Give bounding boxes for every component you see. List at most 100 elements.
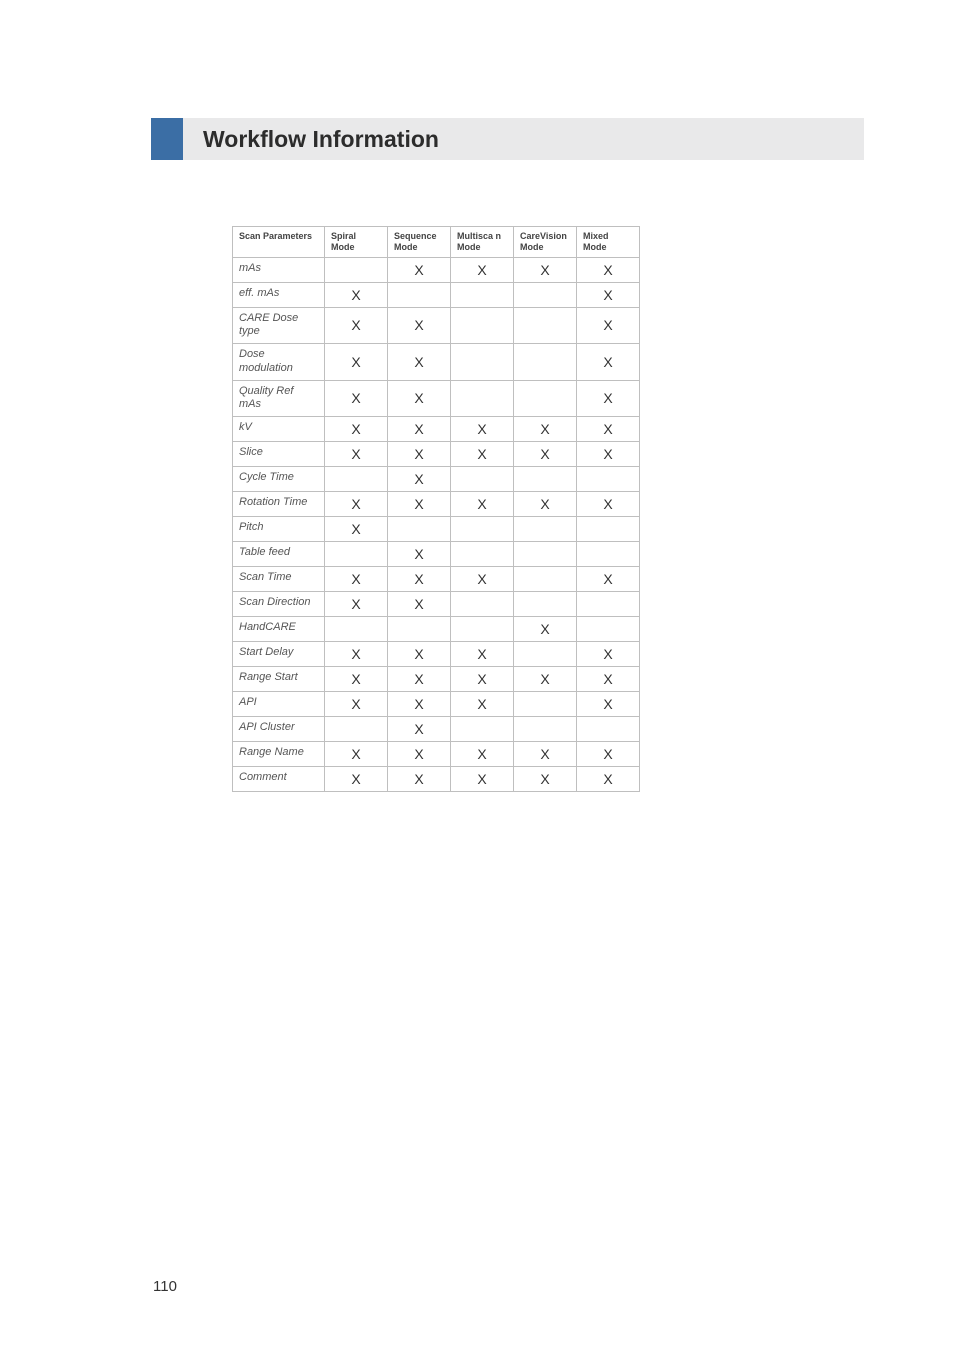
parameter-name: API Cluster xyxy=(233,717,325,742)
mode-cell: X xyxy=(388,692,451,717)
mode-cell xyxy=(325,467,388,492)
col-header-spiral-mode: Spiral Mode xyxy=(325,227,388,258)
table-row: CommentXXXXX xyxy=(233,767,640,792)
mode-cell: X xyxy=(388,542,451,567)
parameter-name: Start Delay xyxy=(233,642,325,667)
mode-cell xyxy=(451,307,514,344)
mode-cell xyxy=(514,517,577,542)
parameter-name: CARE Dose type xyxy=(233,307,325,344)
header-accent xyxy=(151,118,183,160)
parameter-name: kV xyxy=(233,417,325,442)
mode-cell: X xyxy=(451,642,514,667)
mode-cell: X xyxy=(577,742,640,767)
mode-cell xyxy=(325,617,388,642)
mode-cell: X xyxy=(388,592,451,617)
mode-cell: X xyxy=(325,517,388,542)
table-row: APIXXXX xyxy=(233,692,640,717)
table-row: CARE Dose typeXXX xyxy=(233,307,640,344)
parameters-table: Scan Parameters Spiral Mode Sequence Mod… xyxy=(232,226,640,792)
mode-cell: X xyxy=(577,282,640,307)
mode-cell: X xyxy=(388,492,451,517)
parameter-name: Scan Time xyxy=(233,567,325,592)
mode-cell xyxy=(451,517,514,542)
document-page: Workflow Information Scan Parameters Spi… xyxy=(0,0,954,1351)
table-row: API Cluster X xyxy=(233,717,640,742)
col-header-carevision-mode: CareVision Mode xyxy=(514,227,577,258)
mode-cell: X xyxy=(451,417,514,442)
mode-cell: X xyxy=(451,767,514,792)
mode-cell: X xyxy=(577,767,640,792)
mode-cell xyxy=(514,380,577,417)
mode-cell xyxy=(577,467,640,492)
col-header-scan-parameters: Scan Parameters xyxy=(233,227,325,258)
table-row: Scan TimeXXXX xyxy=(233,567,640,592)
parameter-name: eff. mAs xyxy=(233,282,325,307)
mode-cell: X xyxy=(451,492,514,517)
table-header: Scan Parameters Spiral Mode Sequence Mod… xyxy=(233,227,640,258)
mode-cell xyxy=(325,542,388,567)
mode-cell xyxy=(514,542,577,567)
mode-cell: X xyxy=(388,257,451,282)
table-row: Rotation TimeXXXXX xyxy=(233,492,640,517)
parameter-name: mAs xyxy=(233,257,325,282)
mode-cell: X xyxy=(388,717,451,742)
table-row: Range StartXXXXX xyxy=(233,667,640,692)
mode-cell: X xyxy=(451,742,514,767)
mode-cell xyxy=(577,717,640,742)
mode-cell xyxy=(388,617,451,642)
mode-cell: X xyxy=(514,257,577,282)
mode-cell: X xyxy=(577,642,640,667)
table-row: Table feedX xyxy=(233,542,640,567)
mode-cell: X xyxy=(388,742,451,767)
mode-cell: X xyxy=(514,617,577,642)
mode-cell: X xyxy=(388,467,451,492)
parameter-name: Comment xyxy=(233,767,325,792)
parameter-name: Pitch xyxy=(233,517,325,542)
mode-cell: X xyxy=(325,692,388,717)
parameter-name: Rotation Time xyxy=(233,492,325,517)
mode-cell: X xyxy=(388,567,451,592)
mode-cell xyxy=(388,517,451,542)
mode-cell xyxy=(577,542,640,567)
mode-cell: X xyxy=(577,667,640,692)
parameter-name: Range Name xyxy=(233,742,325,767)
mode-cell: X xyxy=(325,442,388,467)
table-row: Quality Ref mAsXXX xyxy=(233,380,640,417)
mode-cell: X xyxy=(325,282,388,307)
mode-cell xyxy=(325,257,388,282)
mode-cell: X xyxy=(325,567,388,592)
table-row: SliceXXXXX xyxy=(233,442,640,467)
table-row: HandCAREX xyxy=(233,617,640,642)
mode-cell xyxy=(451,717,514,742)
mode-cell xyxy=(514,282,577,307)
mode-cell: X xyxy=(577,692,640,717)
mode-cell: X xyxy=(388,767,451,792)
mode-cell xyxy=(451,617,514,642)
mode-cell: X xyxy=(325,492,388,517)
mode-cell xyxy=(514,567,577,592)
mode-cell xyxy=(577,517,640,542)
mode-cell: X xyxy=(514,417,577,442)
mode-cell: X xyxy=(388,642,451,667)
mode-cell: X xyxy=(325,742,388,767)
mode-cell xyxy=(451,542,514,567)
parameter-name: Scan Direction xyxy=(233,592,325,617)
mode-cell: X xyxy=(514,492,577,517)
mode-cell xyxy=(325,717,388,742)
table-row: eff. mAsXX xyxy=(233,282,640,307)
mode-cell: X xyxy=(514,767,577,792)
col-header-multiscan-mode: Multisca n Mode xyxy=(451,227,514,258)
mode-cell xyxy=(451,467,514,492)
mode-cell: X xyxy=(514,742,577,767)
mode-cell xyxy=(514,307,577,344)
mode-cell xyxy=(514,692,577,717)
table-row: Scan DirectionXX xyxy=(233,592,640,617)
mode-cell: X xyxy=(577,417,640,442)
mode-cell: X xyxy=(325,767,388,792)
mode-cell: X xyxy=(325,642,388,667)
mode-cell: X xyxy=(451,442,514,467)
parameter-name: Dose modulation xyxy=(233,344,325,381)
parameter-name: Slice xyxy=(233,442,325,467)
table-row: Dose modulationXXX xyxy=(233,344,640,381)
mode-cell xyxy=(514,344,577,381)
